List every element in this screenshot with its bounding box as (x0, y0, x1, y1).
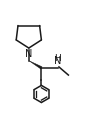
Text: H: H (54, 54, 61, 63)
Polygon shape (29, 61, 42, 69)
Text: N: N (54, 56, 61, 66)
Text: N: N (25, 49, 32, 59)
